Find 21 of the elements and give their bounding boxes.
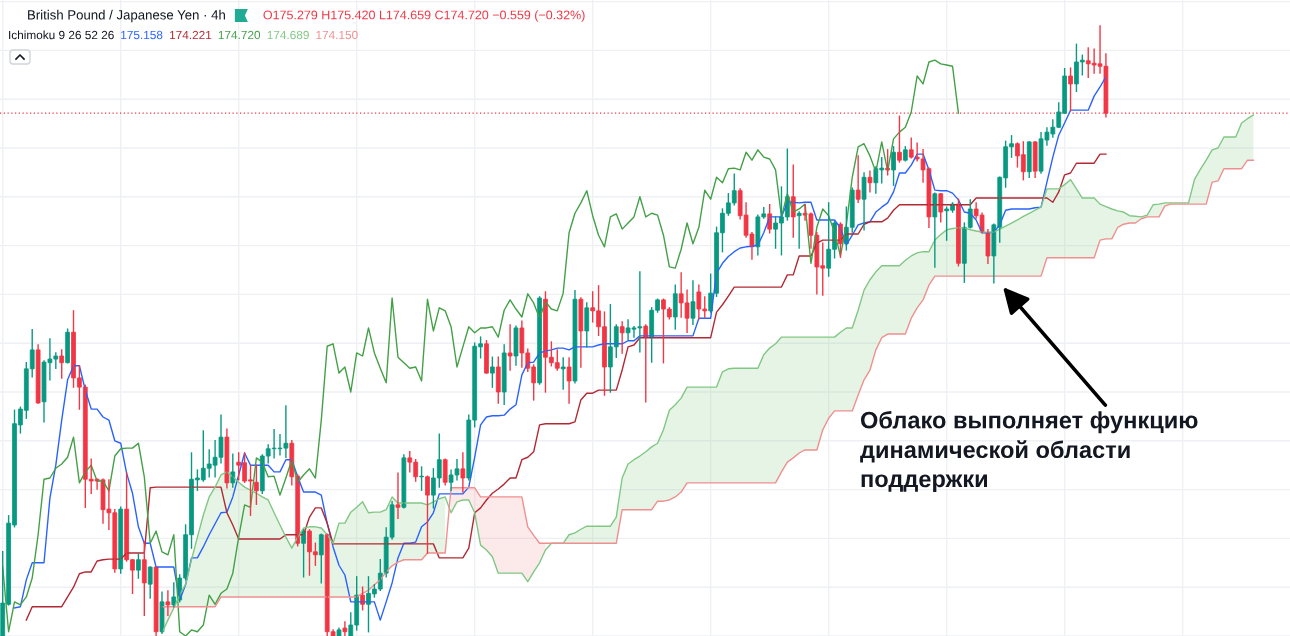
candlestick: [1068, 67, 1073, 112]
text: 174.689: [267, 30, 309, 40]
candlestick: [566, 357, 572, 404]
chart-subtitle: O175.279 H175.420 L174.659 C174.720 −0.559 (−0.32%): [263, 10, 585, 22]
candlestick: [136, 553, 141, 579]
candlestick: [59, 349, 65, 379]
candlestick: [318, 533, 324, 584]
text: 174.221: [170, 30, 212, 40]
candlestick: [507, 324, 513, 371]
candlestick: [336, 627, 342, 636]
annotation: Облако выполняет функцию динамической области поддержки: [860, 411, 1198, 492]
text: 175.158: [121, 30, 163, 40]
candlestick: [490, 356, 495, 388]
legend-title: Ichimoku 9 26 52 26: [9, 30, 114, 40]
chart-title: British Pound / Japanese Yen · 4h: [28, 9, 225, 23]
text: 174.720: [218, 30, 261, 40]
candlestick: [395, 472, 401, 519]
candlestick: [885, 149, 891, 176]
candlestick: [147, 566, 153, 599]
candlestick: [908, 137, 914, 159]
text: 174.150: [316, 30, 358, 40]
